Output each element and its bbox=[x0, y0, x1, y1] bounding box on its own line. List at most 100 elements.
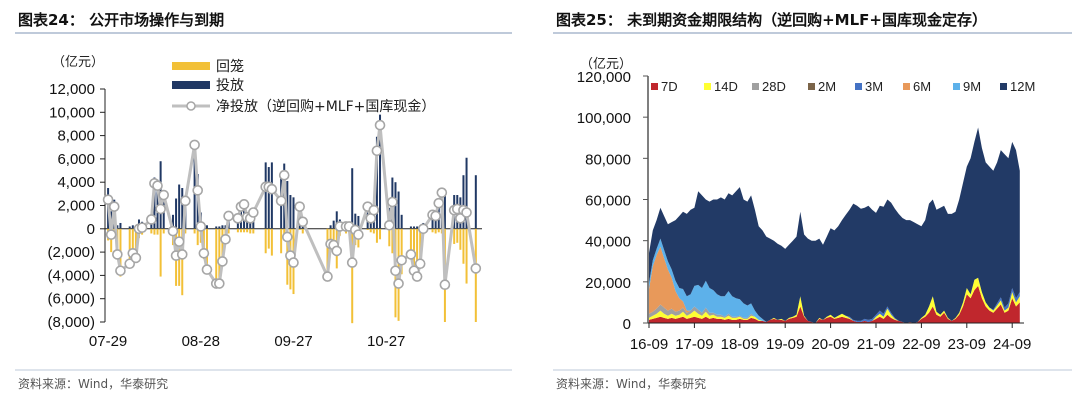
maturity-bar bbox=[239, 228, 242, 233]
x-tick-label: 09-27 bbox=[274, 333, 312, 350]
right-axes: 120,000 100,000 80,000 60,000 40,000 20,000 0 1… bbox=[577, 69, 1032, 353]
net-point bbox=[414, 258, 426, 270]
left-unit-label: （亿元） bbox=[52, 55, 104, 70]
invest-bar bbox=[462, 175, 465, 229]
net-point bbox=[189, 139, 200, 151]
invest-bar bbox=[224, 225, 227, 229]
y-tick-label: 8,000 bbox=[57, 128, 95, 145]
invest-bar bbox=[193, 140, 196, 229]
legend-label-maturity: 回笼 bbox=[216, 58, 244, 75]
net-point bbox=[371, 145, 383, 157]
invest-bar bbox=[218, 226, 221, 229]
invest-bar bbox=[264, 162, 267, 229]
maturity-bar bbox=[372, 228, 375, 234]
invest-bar bbox=[171, 214, 174, 229]
net-point bbox=[297, 216, 309, 228]
invest-bar bbox=[175, 198, 178, 229]
maturity-bar bbox=[301, 228, 304, 234]
net-point bbox=[282, 231, 293, 243]
maturity-bar bbox=[153, 228, 156, 235]
net-point bbox=[436, 187, 448, 198]
invest-bar bbox=[409, 226, 412, 229]
legend-swatch-12m bbox=[1000, 83, 1007, 90]
x-tick-label: 18-09 bbox=[721, 336, 759, 353]
net-point bbox=[238, 199, 250, 210]
legend-label-6m: 6M bbox=[913, 79, 931, 94]
maturity-bar bbox=[162, 228, 165, 234]
x-tick-label: 17-09 bbox=[675, 336, 713, 353]
y-tick-label: 120,000 bbox=[577, 69, 631, 86]
net-point bbox=[374, 119, 386, 131]
maturity-bar bbox=[243, 228, 246, 233]
net-point bbox=[146, 214, 157, 225]
maturity-bar bbox=[270, 228, 273, 256]
x-tick-label: 22-09 bbox=[902, 336, 940, 353]
area-14d bbox=[649, 277, 1020, 323]
invest-bar bbox=[413, 226, 416, 229]
maturity-bar bbox=[416, 228, 419, 279]
maturity-bar bbox=[221, 228, 224, 265]
y-tick-label: (4,000) bbox=[47, 267, 95, 284]
net-point bbox=[288, 257, 299, 268]
x-tick-label: 16-09 bbox=[630, 336, 668, 353]
maturity-bar bbox=[131, 228, 134, 257]
net-point bbox=[130, 252, 142, 264]
y-tick-label: 10,000 bbox=[49, 104, 95, 121]
maturity-bar bbox=[351, 228, 354, 324]
maturity-bar bbox=[184, 228, 187, 234]
invest-bar bbox=[128, 226, 131, 229]
maturity-bar bbox=[326, 228, 329, 277]
y-tick-label: 0 bbox=[623, 316, 631, 333]
y-tick-label: 6,000 bbox=[57, 151, 95, 168]
net-point bbox=[278, 169, 290, 181]
invest-bar bbox=[286, 181, 289, 229]
y-tick-label: (8,000) bbox=[47, 314, 95, 331]
net-point bbox=[105, 229, 117, 240]
left-legend: 回笼 投放 净投放（逆回购+MLF+国库现金） bbox=[172, 58, 435, 115]
net-point bbox=[383, 220, 395, 231]
legend-swatch-7d bbox=[651, 83, 658, 90]
y-tick-label: 80,000 bbox=[585, 151, 631, 168]
legend-swatch-6m bbox=[903, 83, 910, 90]
invest-bar bbox=[178, 184, 181, 229]
x-tick-label: 07-29 bbox=[89, 333, 127, 350]
net-point bbox=[124, 258, 136, 270]
maturity-bar bbox=[298, 228, 301, 230]
x-tick-label: 19-09 bbox=[766, 336, 804, 353]
maturity-bar bbox=[329, 228, 332, 248]
maturity-bar bbox=[267, 228, 270, 249]
right-figure: 图表25： 未到期资金期限结构（逆回购+MLF+国库现金定存） （亿元） 120… bbox=[553, 11, 1072, 391]
net-point bbox=[214, 278, 225, 289]
net-point bbox=[180, 195, 191, 207]
y-tick-label: 20,000 bbox=[585, 275, 631, 292]
x-tick-label: 23-09 bbox=[948, 336, 986, 353]
invest-bar bbox=[267, 167, 270, 229]
x-tick-label: 10-27 bbox=[367, 333, 405, 350]
net-point bbox=[411, 271, 423, 282]
maturity-bar bbox=[434, 228, 437, 234]
net-point bbox=[201, 264, 213, 275]
invest-bar bbox=[156, 179, 159, 229]
area-12m bbox=[649, 127, 1020, 323]
invest-bar bbox=[181, 188, 184, 229]
net-point bbox=[232, 213, 244, 224]
legend-swatch-invest bbox=[172, 81, 210, 89]
net-point bbox=[192, 185, 204, 196]
maturity-bar bbox=[249, 228, 252, 234]
maturity-bar bbox=[196, 228, 199, 246]
net-point bbox=[220, 233, 231, 245]
left-source: 资料来源：Wind，华泰研究 bbox=[18, 376, 168, 391]
maturity-bar bbox=[453, 228, 456, 244]
net-point bbox=[155, 203, 166, 215]
maturity-bar bbox=[215, 228, 218, 286]
legend-label-2m: 2M bbox=[818, 79, 836, 94]
invest-bar bbox=[443, 191, 446, 229]
net-point bbox=[393, 278, 404, 289]
right-areas bbox=[649, 127, 1020, 323]
net-point bbox=[167, 225, 179, 237]
net-point bbox=[266, 183, 278, 195]
y-tick-label: 2,000 bbox=[57, 198, 95, 215]
y-tick-label: 4,000 bbox=[57, 174, 95, 191]
legend-swatch-3m bbox=[855, 83, 862, 90]
maturity-bar bbox=[193, 228, 196, 234]
